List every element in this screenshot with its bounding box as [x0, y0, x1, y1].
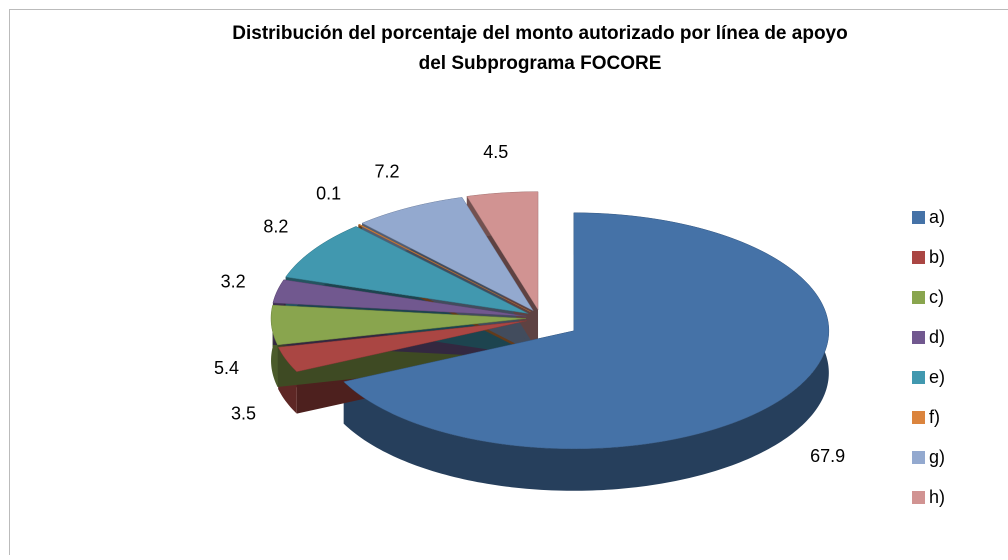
legend-swatch	[912, 251, 925, 264]
chart-title: Distribución del porcentaje del monto au…	[232, 23, 847, 44]
legend-swatch	[912, 411, 925, 424]
legend-label: h)	[929, 487, 945, 507]
legend-label: a)	[929, 207, 945, 227]
data-label: 3.5	[231, 404, 256, 424]
legend-label: d)	[929, 327, 945, 347]
legend-swatch	[912, 451, 925, 464]
legend-label: b)	[929, 247, 945, 267]
data-label: 3.2	[221, 271, 246, 291]
legend-label: g)	[929, 447, 945, 467]
data-label: 67.9	[810, 446, 845, 466]
legend-label: c)	[929, 287, 944, 307]
legend-swatch	[912, 491, 925, 504]
legend-swatch	[912, 371, 925, 384]
data-label: 4.5	[483, 142, 508, 162]
legend-label: f)	[929, 407, 940, 427]
legend-swatch	[912, 291, 925, 304]
legend-swatch	[912, 331, 925, 344]
legend-label: e)	[929, 367, 945, 387]
legend-swatch	[912, 211, 925, 224]
chart-title: del Subprograma FOCORE	[419, 53, 662, 74]
data-label: 8.2	[263, 217, 288, 237]
data-label: 0.1	[316, 184, 341, 204]
data-label: 7.2	[374, 161, 399, 181]
data-label: 5.4	[214, 358, 239, 378]
